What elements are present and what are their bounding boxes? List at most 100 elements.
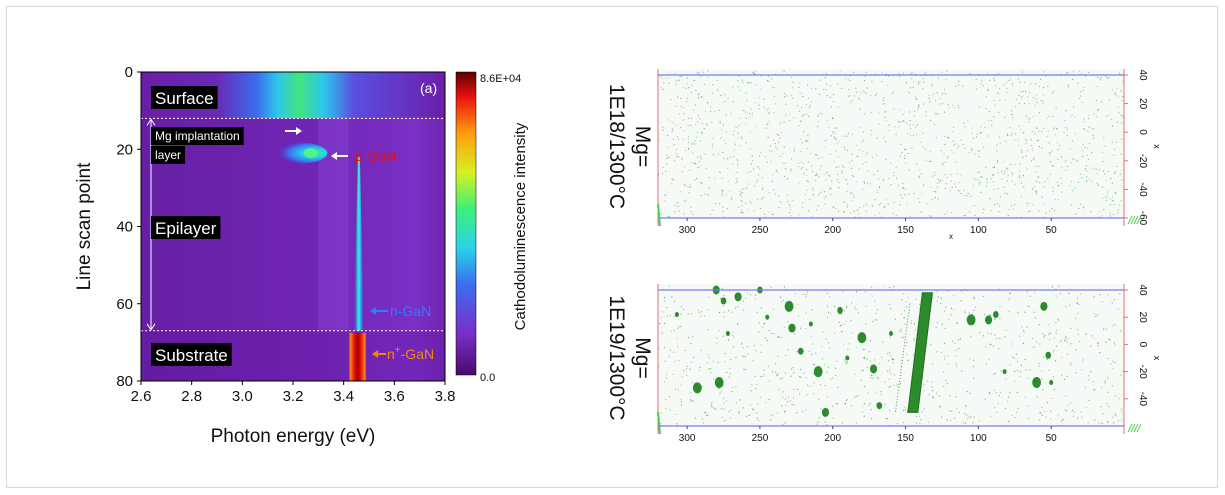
dopant-point	[967, 192, 969, 195]
dopant-point	[801, 142, 804, 144]
dopant-point	[777, 355, 779, 357]
dopant-point	[680, 97, 682, 99]
dopant-point	[1106, 197, 1108, 199]
dopant-point	[809, 105, 811, 107]
dopant-point	[1087, 117, 1089, 119]
dopant-point	[947, 363, 950, 365]
dopant-point	[689, 186, 692, 188]
dopant-point	[701, 122, 703, 124]
dopant-point	[680, 404, 683, 406]
dopant-point	[957, 189, 959, 191]
dopant-point	[1046, 358, 1048, 360]
dopant-point	[971, 132, 974, 135]
dopant-point	[1061, 356, 1063, 358]
dopant-point	[1114, 344, 1116, 346]
mg-cluster	[837, 306, 843, 314]
dopant-point	[1098, 422, 1100, 424]
dopant-point	[871, 156, 874, 158]
dopant-point	[1019, 81, 1021, 83]
dopant-point	[871, 295, 873, 297]
dopant-point	[886, 353, 889, 355]
dopant-point	[768, 365, 770, 367]
dopant-point	[979, 332, 981, 334]
dopant-point	[792, 367, 794, 369]
dopant-point	[925, 111, 927, 113]
dopant-point	[668, 285, 671, 287]
dopant-point	[913, 340, 915, 342]
dopant-point	[829, 187, 831, 190]
dopant-point	[728, 411, 730, 413]
dopant-point	[697, 73, 699, 75]
dopant-point	[990, 333, 992, 335]
dopant-point	[918, 308, 921, 310]
dopant-point	[1038, 146, 1040, 148]
dopant-point	[783, 326, 785, 328]
dopant-point	[692, 336, 694, 338]
dopant-point	[723, 311, 725, 313]
dopant-point	[662, 311, 664, 313]
dopant-point	[898, 330, 900, 332]
dopant-point	[1077, 302, 1079, 305]
dopant-point	[767, 136, 769, 138]
dopant-point	[993, 100, 995, 102]
dopant-point	[1090, 167, 1092, 169]
dopant-point	[964, 310, 966, 312]
dopant-point	[806, 147, 808, 149]
dopant-point	[855, 291, 858, 293]
dopant-point	[668, 395, 671, 398]
panel-label-a: (a)	[420, 80, 437, 96]
dopant-point	[997, 92, 999, 95]
dopant-point	[829, 296, 831, 298]
dopant-point	[868, 351, 871, 353]
dopant-point	[908, 169, 910, 171]
dopant-point	[954, 143, 957, 145]
dopant-point	[1025, 115, 1027, 117]
dopant-point	[1017, 369, 1019, 372]
dopant-point	[1048, 339, 1051, 341]
x-tick-label: 3.8	[435, 388, 456, 405]
dopant-point	[1087, 422, 1089, 424]
dopant-point	[684, 166, 686, 168]
dopant-point	[1105, 196, 1107, 198]
dopant-point	[792, 97, 794, 99]
dopant-point	[988, 359, 990, 361]
dopant-point	[663, 381, 666, 383]
dopant-point	[737, 306, 739, 308]
dopant-point	[907, 359, 909, 361]
dopant-point	[673, 315, 675, 317]
dopant-point	[762, 187, 764, 189]
dopant-point	[777, 373, 779, 375]
dopant-point	[766, 124, 768, 126]
dopant-point	[937, 198, 939, 200]
dopant-point	[700, 195, 703, 197]
dopant-point	[901, 197, 904, 199]
dopant-point	[793, 150, 795, 152]
dopant-point	[853, 194, 855, 196]
dopant-point	[734, 149, 736, 151]
dopant-point	[1046, 117, 1048, 119]
dopant-point	[770, 419, 772, 421]
dopant-point	[962, 143, 964, 145]
dopant-point	[847, 95, 849, 97]
dopant-point	[1030, 160, 1033, 162]
dopant-point	[923, 384, 925, 386]
dopant-point	[667, 119, 669, 121]
dopant-point	[722, 101, 724, 103]
dopant-point	[1053, 388, 1055, 390]
dopant-point	[755, 182, 758, 184]
dopant-point	[1042, 94, 1045, 96]
dopant-point	[1096, 110, 1098, 112]
dopant-point	[847, 204, 849, 206]
dopant-point	[961, 370, 963, 372]
dopant-point	[987, 90, 989, 92]
dopant-point	[822, 331, 824, 333]
dopant-point	[1049, 151, 1051, 154]
dopant-point	[940, 179, 942, 181]
dopant-point	[946, 383, 948, 385]
dopant-point	[864, 291, 866, 293]
dopant-point	[719, 202, 721, 205]
dopant-point	[881, 356, 883, 359]
dopant-point	[663, 300, 666, 302]
dopant-point	[977, 172, 979, 174]
dopant-point	[686, 100, 688, 103]
